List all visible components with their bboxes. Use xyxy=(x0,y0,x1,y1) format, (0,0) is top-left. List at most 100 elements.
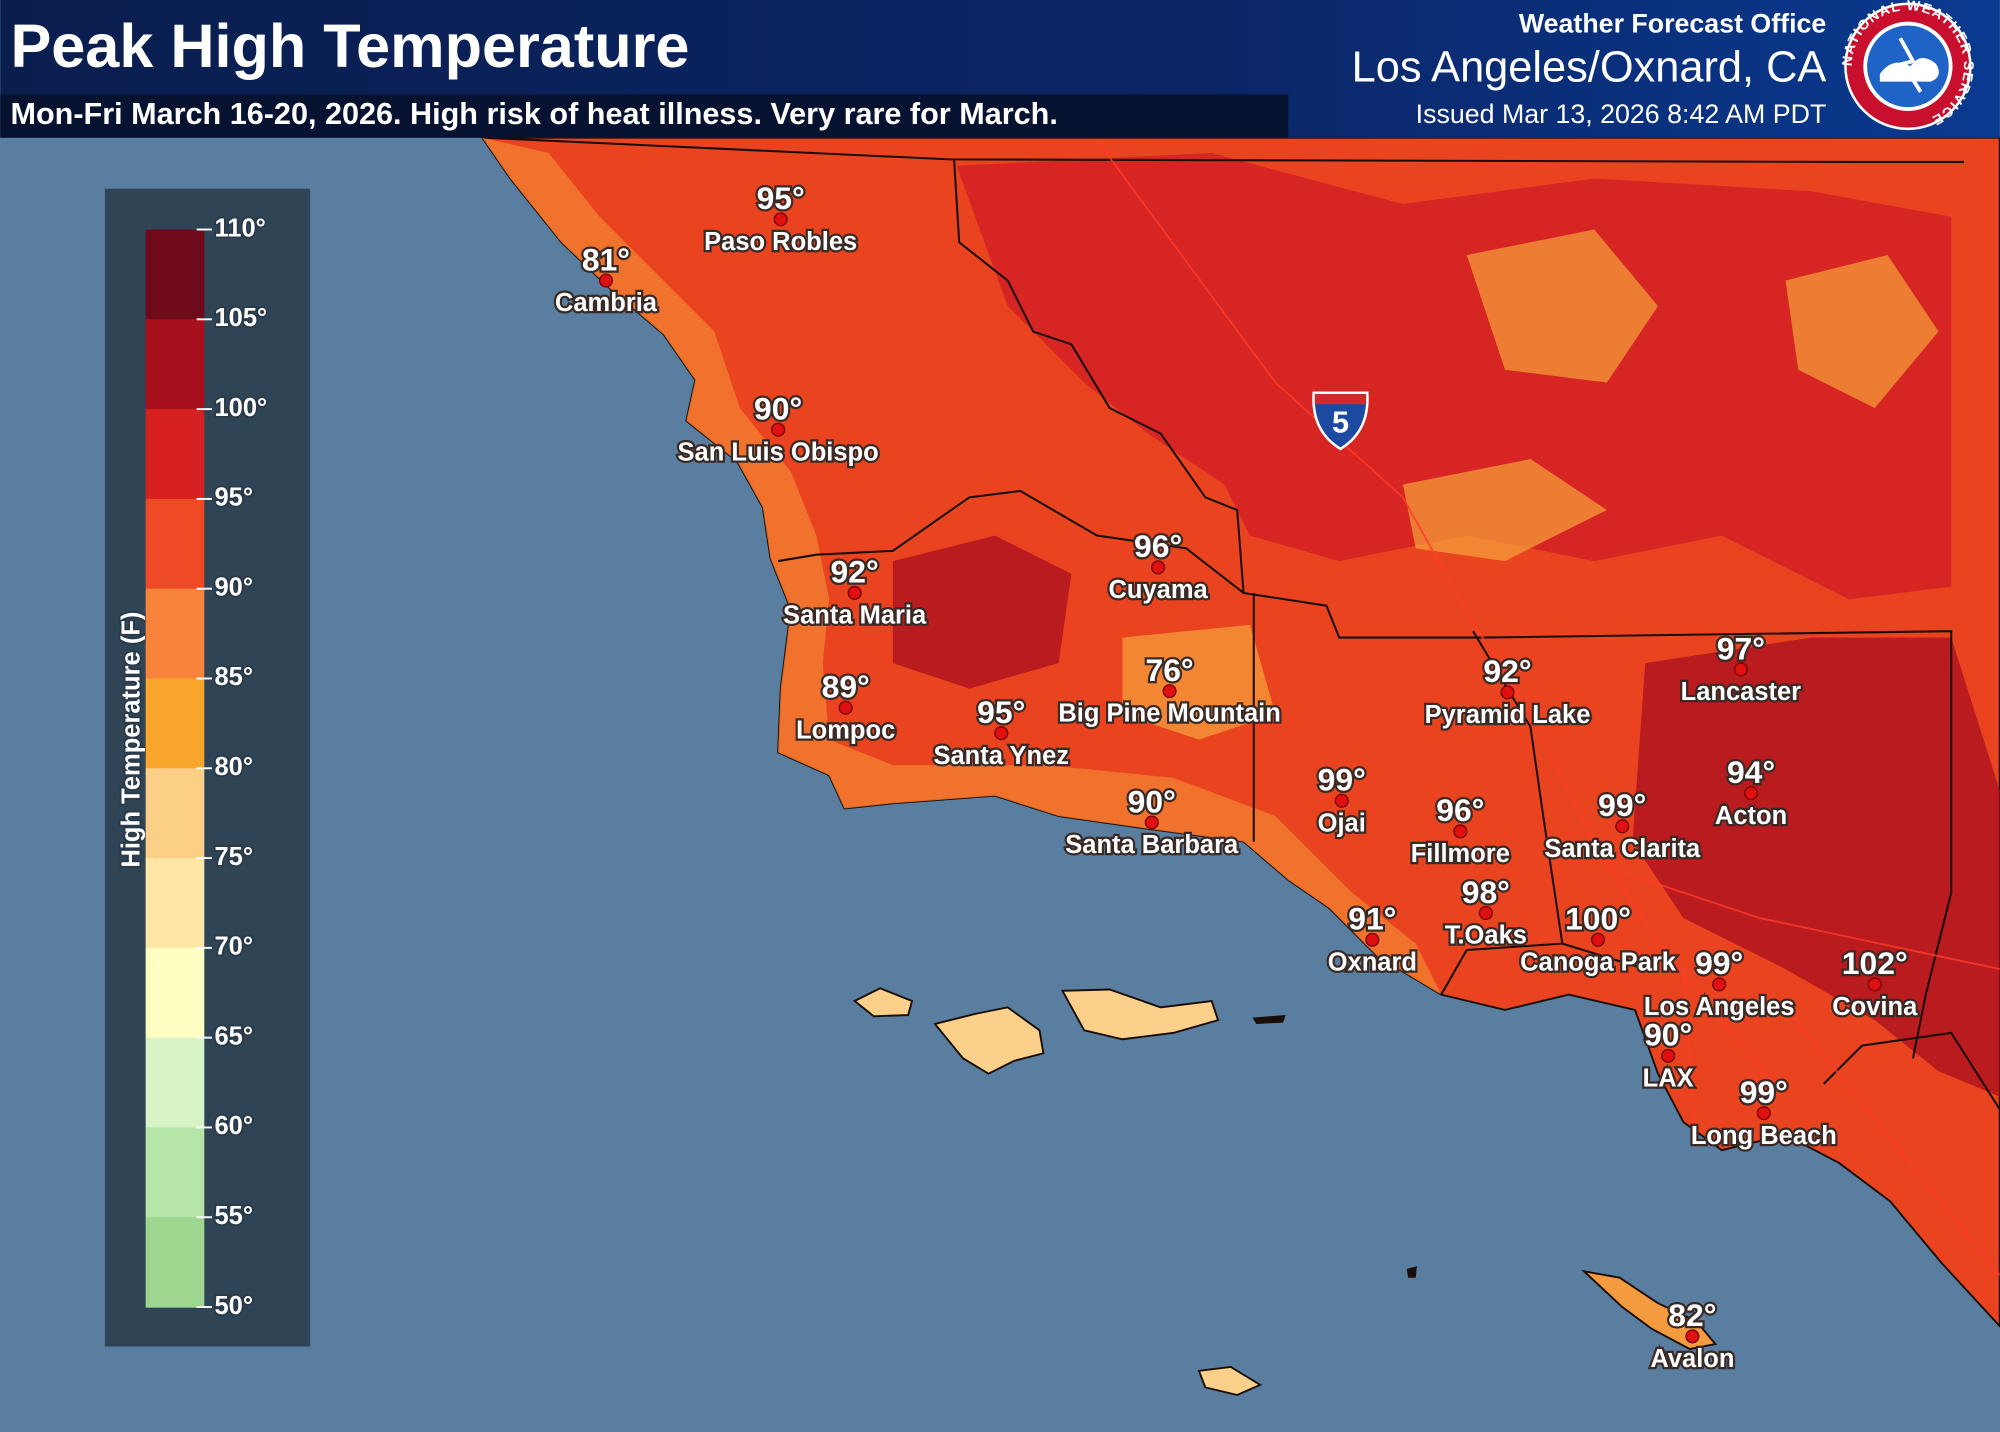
city-name: Santa Maria xyxy=(783,602,927,630)
city-dot xyxy=(1615,819,1630,834)
county-line xyxy=(1823,1031,2000,1110)
city-temperature: 90° xyxy=(1128,783,1176,819)
city: 90° San Luis Obispo xyxy=(675,388,881,468)
legend-swatch xyxy=(145,858,205,949)
title: Peak High Temperature xyxy=(10,12,689,80)
city: 100° Canoga Park xyxy=(1518,898,1679,978)
city-name: LAX xyxy=(1643,1064,1694,1092)
city-temperature: 99° xyxy=(1598,787,1646,823)
city: 96° Cuyama xyxy=(1106,526,1210,606)
city: 99° Long Beach xyxy=(1689,1072,1839,1152)
city-temperature: 90° xyxy=(754,391,802,427)
city-dot xyxy=(1453,824,1468,839)
city-name: Acton xyxy=(1715,802,1787,830)
legend-tick-label: 70° xyxy=(215,933,254,961)
city-dot xyxy=(847,585,862,600)
city-dot xyxy=(1365,932,1380,947)
legend-title: High Temperature (F) xyxy=(118,612,146,868)
legend-swatch xyxy=(145,319,205,410)
city-name: Lancaster xyxy=(1681,678,1802,706)
land-hottest xyxy=(892,535,2000,1097)
city: 91° Oxnard xyxy=(1325,898,1419,978)
legend-tick-label: 75° xyxy=(215,843,254,871)
city: 95° Santa Ynez xyxy=(931,692,1071,772)
issued-time: Issued Mar 13, 2026 8:42 AM PDT xyxy=(1416,99,1827,129)
city-dot xyxy=(771,422,786,437)
city-temperature: 89° xyxy=(822,669,870,705)
city-dot xyxy=(1478,905,1493,921)
legend-swatch xyxy=(145,1127,205,1218)
city: 76° Big Pine Mountain xyxy=(1056,650,1283,730)
city-name: Big Pine Mountain xyxy=(1058,700,1280,728)
legend-tick-label: 105° xyxy=(215,304,268,332)
city-dot xyxy=(1685,1329,1700,1344)
legend-tick-label: 65° xyxy=(215,1022,254,1050)
city-temperature: 99° xyxy=(1740,1074,1788,1110)
city-dot xyxy=(1162,684,1177,699)
city: 98° T.Oaks xyxy=(1442,872,1529,952)
city-name: T.Oaks xyxy=(1445,922,1527,950)
island xyxy=(1197,1365,1263,1397)
city-temperature: 100° xyxy=(1565,901,1631,937)
nws-logo: NATIONAL WEATHER SERVICE xyxy=(1839,0,1976,131)
legend-swatch xyxy=(145,498,205,590)
legend-tick-label: 80° xyxy=(215,753,254,781)
legend-tick-label: 100° xyxy=(215,394,268,422)
city-temperature: 82° xyxy=(1668,1297,1716,1333)
city: 92° Pyramid Lake xyxy=(1422,651,1592,731)
city-temperature: 81° xyxy=(582,241,630,277)
city-temperature: 94° xyxy=(1727,754,1775,790)
city: 82° Avalon xyxy=(1648,1295,1737,1375)
island xyxy=(1581,1269,1718,1351)
legend-swatch xyxy=(145,768,205,859)
city: 95° Paso Robles xyxy=(702,178,860,258)
legend-tick-label: 85° xyxy=(215,663,254,691)
land-warm-patches xyxy=(1122,229,1939,740)
island xyxy=(1252,1015,1286,1024)
city-dot xyxy=(1756,1106,1771,1121)
city-name: Pyramid Lake xyxy=(1425,701,1591,729)
city-name: Oxnard xyxy=(1328,948,1417,976)
city-dot xyxy=(1151,560,1166,575)
city-temperature: 97° xyxy=(1717,630,1765,666)
city: 90° Santa Barbara xyxy=(1063,781,1241,861)
city: 99° Santa Clarita xyxy=(1542,785,1703,865)
city-name: San Luis Obispo xyxy=(678,438,879,466)
city-name: Santa Barbara xyxy=(1065,831,1239,859)
city-dot xyxy=(1661,1048,1676,1063)
county-line xyxy=(777,489,1646,996)
city-dot xyxy=(598,273,613,288)
legend-swatch xyxy=(145,1037,205,1129)
city-name: Santa Clarita xyxy=(1544,835,1701,863)
legend-tick-label: 50° xyxy=(215,1292,254,1320)
legend-tick-label: 55° xyxy=(215,1202,254,1230)
city-name: Avalon xyxy=(1650,1345,1734,1373)
city-name: Los Angeles xyxy=(1644,993,1795,1021)
legend-tick-label: 110° xyxy=(215,214,266,242)
city: 97° Lancaster xyxy=(1678,628,1803,708)
city-dot xyxy=(1744,786,1759,801)
city-temperature: 90° xyxy=(1644,1017,1692,1053)
city-name: Covina xyxy=(1832,993,1918,1021)
city-name: Cuyama xyxy=(1109,576,1209,604)
city-temperature: 96° xyxy=(1436,792,1484,828)
island xyxy=(933,1006,1045,1075)
city-dot xyxy=(1591,932,1606,947)
land-coastal-band xyxy=(482,137,1442,995)
legend-swatch xyxy=(145,409,205,500)
legend: High Temperature (F) 110° 105° 100° 95° 90° 8… xyxy=(104,188,311,1347)
city-temperature: 95° xyxy=(977,694,1025,730)
city: 94° Acton xyxy=(1713,752,1790,832)
city-dot xyxy=(838,700,853,715)
city-temperature: 99° xyxy=(1695,945,1743,981)
city-temperature: 92° xyxy=(831,554,879,590)
interstate-shield: 5 xyxy=(1312,391,1369,451)
city: 81° Cambria xyxy=(553,239,660,319)
city-name: Cambria xyxy=(555,289,658,317)
city-dot xyxy=(1733,662,1748,677)
city-name: Paso Robles xyxy=(704,228,857,256)
city: 102° Covina xyxy=(1830,943,1920,1023)
city-temperature: 102° xyxy=(1842,945,1908,981)
